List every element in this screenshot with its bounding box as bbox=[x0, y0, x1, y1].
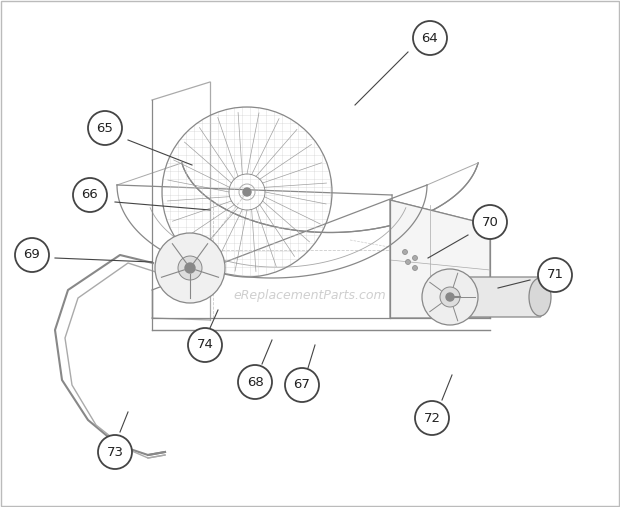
Circle shape bbox=[415, 401, 449, 435]
Circle shape bbox=[185, 263, 195, 273]
Circle shape bbox=[402, 249, 407, 255]
Circle shape bbox=[285, 368, 319, 402]
Circle shape bbox=[473, 205, 507, 239]
Circle shape bbox=[178, 256, 202, 280]
Text: 65: 65 bbox=[97, 122, 113, 134]
Circle shape bbox=[73, 178, 107, 212]
Circle shape bbox=[188, 328, 222, 362]
Text: eReplacementParts.com: eReplacementParts.com bbox=[234, 288, 386, 302]
Text: 71: 71 bbox=[546, 269, 564, 281]
Text: 67: 67 bbox=[293, 379, 311, 391]
Text: 74: 74 bbox=[197, 339, 213, 351]
Text: 69: 69 bbox=[24, 248, 40, 262]
Circle shape bbox=[238, 365, 272, 399]
Circle shape bbox=[88, 111, 122, 145]
Circle shape bbox=[446, 293, 454, 301]
Circle shape bbox=[440, 287, 460, 307]
Circle shape bbox=[422, 269, 478, 325]
Polygon shape bbox=[390, 200, 490, 318]
Ellipse shape bbox=[529, 278, 551, 316]
Circle shape bbox=[98, 435, 132, 469]
Circle shape bbox=[405, 260, 410, 265]
Text: 68: 68 bbox=[247, 376, 264, 388]
Circle shape bbox=[243, 188, 251, 196]
Text: 64: 64 bbox=[422, 31, 438, 45]
FancyBboxPatch shape bbox=[459, 277, 541, 317]
Text: 66: 66 bbox=[82, 189, 99, 201]
Circle shape bbox=[412, 266, 417, 271]
Text: 72: 72 bbox=[423, 412, 440, 424]
Circle shape bbox=[412, 256, 417, 261]
Circle shape bbox=[413, 21, 447, 55]
Circle shape bbox=[538, 258, 572, 292]
Text: 73: 73 bbox=[107, 446, 123, 458]
Circle shape bbox=[15, 238, 49, 272]
Text: 70: 70 bbox=[482, 215, 498, 229]
Circle shape bbox=[155, 233, 225, 303]
